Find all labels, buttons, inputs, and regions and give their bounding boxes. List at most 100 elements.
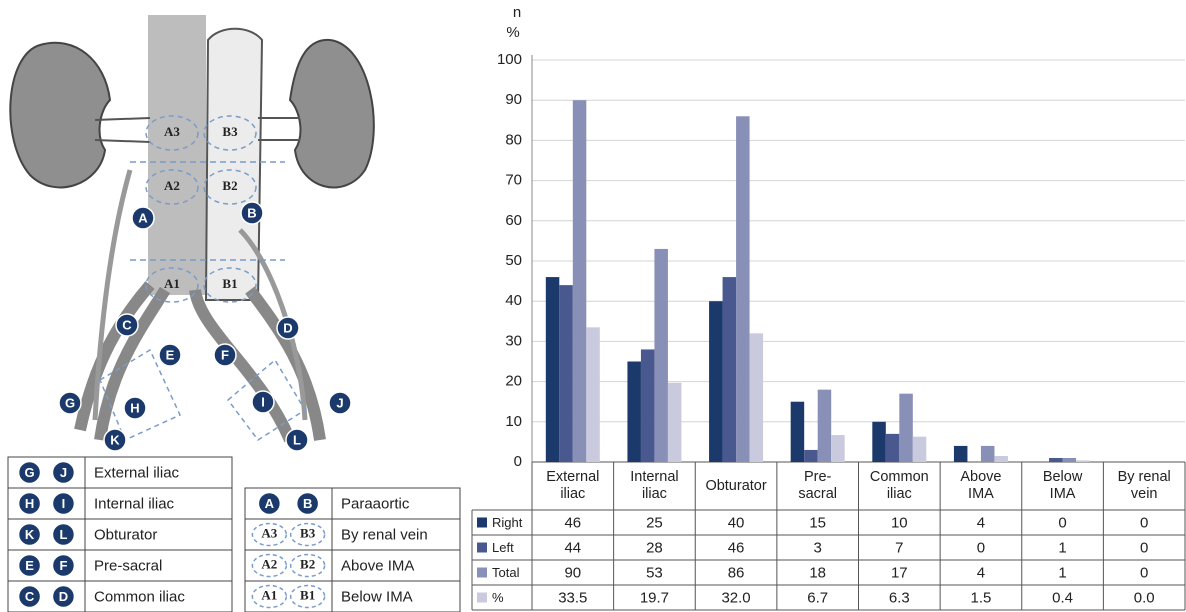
marker-label: C — [25, 589, 35, 604]
region-boxes — [99, 348, 307, 442]
value-label: 1 — [1058, 539, 1066, 556]
bar — [994, 455, 1008, 462]
y-tick-label: 50 — [505, 252, 522, 269]
legend-text: Paraaortic — [341, 495, 410, 512]
y-tick-label: 100 — [497, 51, 522, 68]
marker-label: G — [65, 395, 75, 410]
category-cell: Internal iliac — [630, 469, 678, 502]
zone-badge — [289, 522, 326, 547]
value-label: 40 — [728, 514, 745, 531]
value-label: 1 — [1058, 564, 1066, 581]
y-axis-label: % — [506, 24, 519, 41]
zone-label: B2 — [300, 556, 315, 571]
legend-row — [244, 580, 461, 612]
left-kidney — [288, 38, 375, 189]
x-tick-label: Above IMA — [960, 469, 1002, 502]
zone-label: B3 — [300, 525, 316, 540]
marker-badge — [276, 316, 300, 340]
zone-label: B3 — [222, 124, 238, 139]
x-tick-label: Pre- sacral — [798, 469, 838, 502]
marker-badge — [257, 491, 282, 516]
bar — [790, 401, 805, 462]
marker-label: I — [62, 496, 66, 511]
category-cell: Above IMA — [960, 469, 1002, 502]
marker-badge — [213, 343, 237, 367]
bar — [1076, 460, 1090, 462]
bar — [572, 100, 587, 462]
x-tick-label: External iliac — [546, 469, 600, 502]
marker-badge — [17, 460, 42, 485]
zone-label: A3 — [261, 525, 277, 540]
legend-text: By renal vein — [341, 526, 428, 543]
zone-badge — [251, 522, 288, 547]
marker-label: F — [221, 347, 229, 362]
value-label: 0 — [1140, 514, 1148, 531]
marker-label: I — [261, 394, 265, 409]
y-tick-label: 90 — [505, 91, 522, 108]
legend-label: % — [492, 590, 504, 605]
y-tick-label: 20 — [505, 373, 522, 390]
legend-text: Common iliac — [94, 588, 185, 605]
legend-text: Below IMA — [341, 588, 413, 605]
value-label: 0 — [1140, 539, 1148, 556]
value-label: 0 — [977, 539, 985, 556]
bar — [953, 445, 968, 462]
bar — [1049, 457, 1063, 462]
bar — [1062, 457, 1077, 462]
x-tick-label: Below IMA — [1042, 469, 1083, 502]
value-label: 0.4 — [1052, 589, 1073, 606]
zone-region — [145, 169, 199, 205]
bar — [885, 433, 900, 462]
value-label: 19.7 — [640, 589, 669, 606]
value-label: 7 — [895, 539, 903, 556]
legend-swatch — [477, 517, 487, 528]
category-cell: Obturator — [705, 477, 767, 494]
x-tick-label: Common iliac — [869, 469, 929, 502]
bar — [667, 382, 682, 462]
marker-label: E — [166, 347, 175, 362]
y-tick-label: 10 — [505, 413, 522, 430]
y-tick-label: 0 — [514, 453, 522, 470]
zone-label: B2 — [222, 178, 237, 193]
level-lines — [130, 161, 285, 261]
legend-swatch — [477, 567, 487, 578]
marker-label: L — [59, 527, 67, 542]
bar — [586, 327, 600, 462]
marker-label: B — [303, 496, 312, 511]
marker-badge — [115, 313, 139, 337]
zone-region — [145, 115, 199, 151]
marker-badge — [103, 428, 127, 452]
category-cell: External iliac — [546, 469, 600, 502]
legend-swatch — [477, 542, 487, 553]
marker-badge — [17, 553, 42, 578]
marker-label: A — [265, 496, 275, 511]
value-label: 90 — [564, 564, 581, 581]
marker-label: J — [336, 395, 343, 410]
value-label: 46 — [564, 514, 581, 531]
right-kidney — [9, 41, 112, 189]
zone-badge — [289, 584, 326, 609]
marker-badge — [131, 206, 155, 230]
marker-badge — [240, 201, 264, 225]
bar — [817, 389, 832, 462]
bar — [654, 248, 668, 462]
bar — [912, 436, 927, 462]
bar — [749, 333, 764, 462]
x-tick-label: Obturator — [705, 477, 767, 494]
y-tick-label: 30 — [505, 332, 522, 349]
y-tick-label: 80 — [505, 131, 522, 148]
legend-swatch — [477, 592, 487, 603]
marker-badge — [51, 553, 76, 578]
marker-label: K — [110, 432, 120, 447]
marker-label: D — [283, 320, 292, 335]
category-cell: Below IMA — [1042, 469, 1083, 502]
marker-label: B — [247, 205, 256, 220]
zone-label: B1 — [222, 276, 237, 291]
legend-text: Pre-sacral — [94, 557, 162, 574]
legend-text: Obturator — [94, 526, 157, 543]
x-tick-label: By renal vein — [1117, 469, 1171, 502]
zone-region — [203, 267, 257, 303]
y-axis-label: n — [513, 4, 521, 21]
marker-label: H — [25, 496, 34, 511]
legend-row — [7, 580, 233, 612]
